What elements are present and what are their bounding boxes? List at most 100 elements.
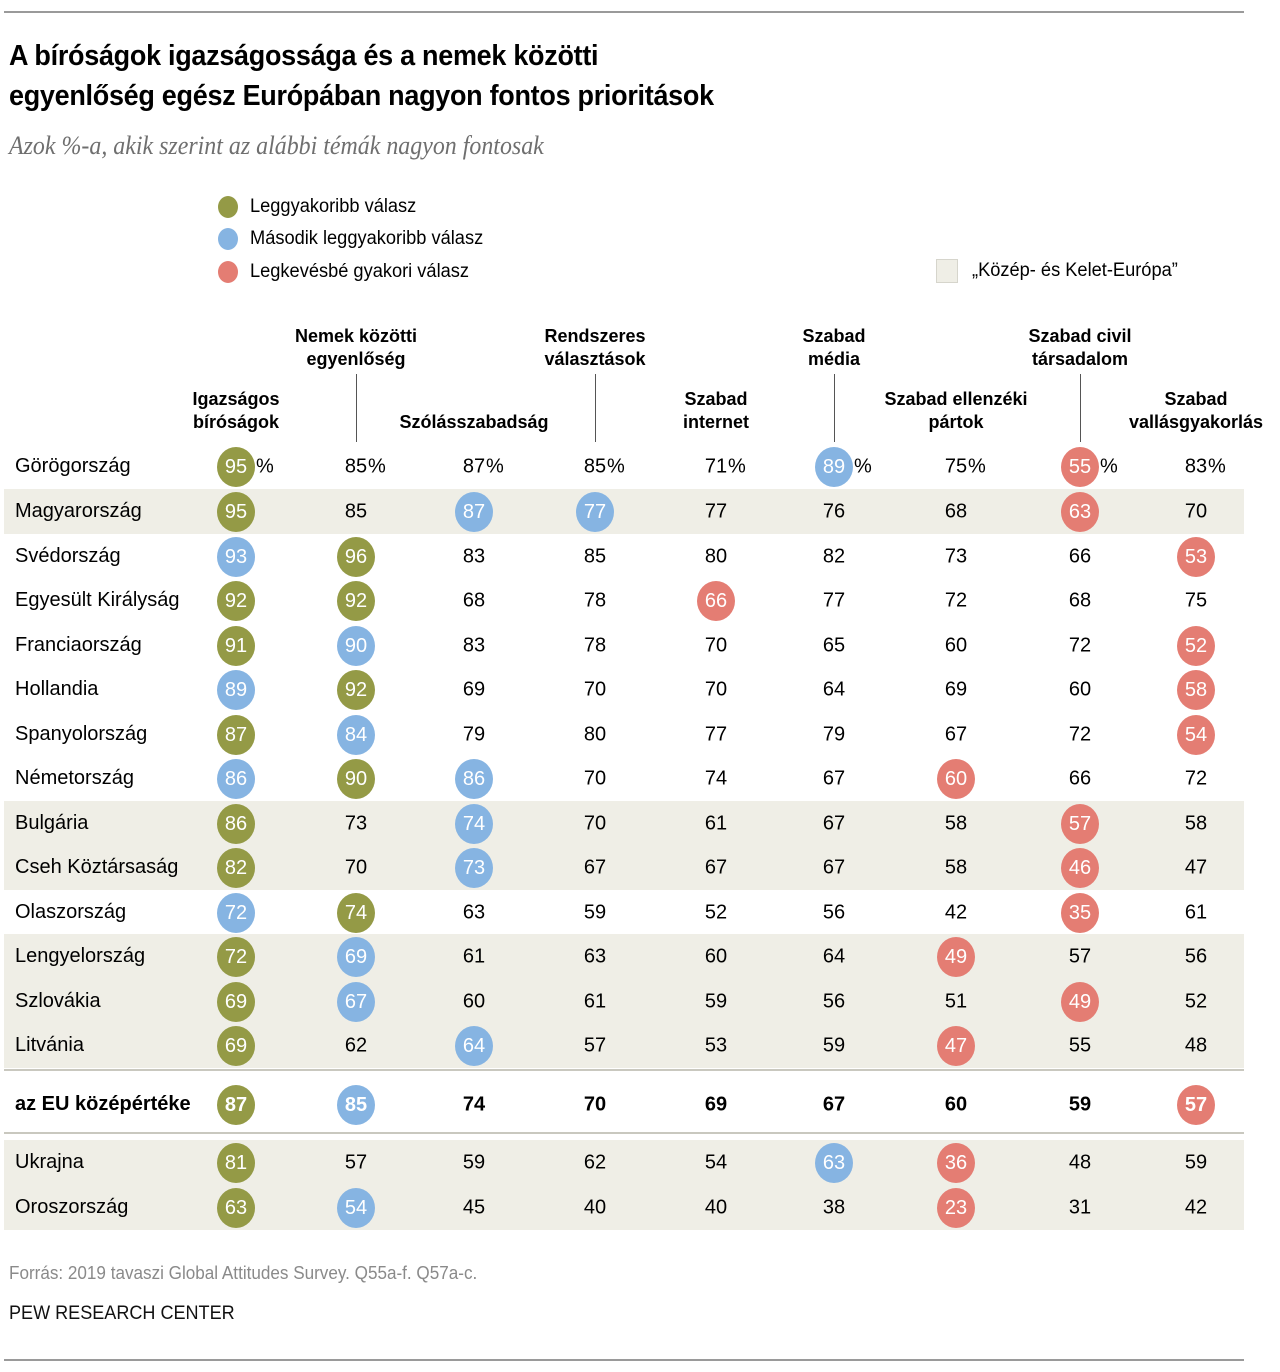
- value-dot-top: 63: [217, 1187, 255, 1228]
- column-header-line: Szólásszabadság: [399, 412, 549, 432]
- value-text: 72: [1068, 634, 1092, 656]
- value-text: 31: [1068, 1196, 1092, 1218]
- value-text: 72: [1184, 767, 1208, 789]
- value-text: 56: [822, 901, 846, 923]
- value-dot-least: 54: [1177, 714, 1215, 755]
- legend-label-least: Legkevésbé gyakori válasz: [250, 261, 470, 282]
- value-text: 70: [583, 767, 607, 789]
- column-leader-line: [1080, 374, 1081, 442]
- value-text: 68: [1068, 589, 1092, 611]
- percent-sign: %: [854, 455, 872, 477]
- column-header-line: társadalom: [1031, 349, 1129, 369]
- column-header: Szabad internet: [683, 388, 749, 434]
- value-dot-top: 87: [217, 1084, 255, 1125]
- value-text: 59: [1184, 1151, 1208, 1173]
- value-dot-second: 84: [337, 714, 375, 755]
- value-text: 42: [1184, 1196, 1208, 1218]
- value-dot-top: 96: [337, 536, 375, 577]
- table-row: Lengyelország 72 69 61 63 60 64 49 57 56: [4, 934, 1244, 979]
- value-dot-top: 87: [217, 714, 255, 755]
- value-dot-second: 69: [337, 936, 375, 977]
- column-header: Szabad média: [802, 325, 865, 371]
- value-dot-least: 35: [1061, 892, 1099, 933]
- value-text: 85: [344, 455, 368, 477]
- value-text: 52: [704, 901, 728, 923]
- value-text: 58: [944, 812, 968, 834]
- value-text: 67: [944, 723, 968, 745]
- value-text: 59: [462, 1151, 486, 1173]
- value-dot-least: 49: [937, 936, 975, 977]
- country-label: Litvánia: [15, 1034, 84, 1056]
- value-text: 67: [822, 856, 846, 878]
- value-text: 87: [462, 455, 486, 477]
- table-row: Egyesült Királyság 92 92 68 78 66 77 72 68 75: [4, 578, 1244, 623]
- value-text: 74: [462, 1093, 486, 1115]
- value-text: 70: [704, 634, 728, 656]
- value-text: 78: [583, 589, 607, 611]
- value-text: 59: [1068, 1093, 1092, 1115]
- value-text: 40: [583, 1196, 607, 1218]
- value-text: 64: [822, 945, 846, 967]
- value-text: 56: [822, 990, 846, 1012]
- table-row: Litvánia 69 62 64 57 53 59 47 55 48: [4, 1023, 1244, 1068]
- value-dot-second: 85: [337, 1084, 375, 1125]
- value-dot-least: 49: [1061, 981, 1099, 1022]
- value-dot-least: 47: [937, 1025, 975, 1066]
- value-dot-top: 91: [217, 625, 255, 666]
- legend-dot-top-icon: [218, 196, 238, 218]
- value-dot-top: 90: [337, 758, 375, 799]
- value-dot-top: 92: [337, 669, 375, 710]
- value-text: 62: [344, 1034, 368, 1056]
- table-row: Németország 86 90 86 70 74 67 60 66 72: [4, 756, 1244, 801]
- title-line-2: egyenlőség egész Európában nagyon fontos…: [9, 80, 714, 112]
- column-header-line: média: [807, 349, 861, 369]
- value-text: 80: [704, 545, 728, 567]
- column-header-line: választások: [544, 349, 646, 369]
- legend-dot-least-icon: [218, 261, 238, 283]
- country-label: Szlovákia: [15, 990, 101, 1012]
- table-row: Svédország 93 96 83 85 80 82 73 66 53: [4, 534, 1244, 579]
- value-text: 70: [583, 678, 607, 700]
- value-text: 47: [1184, 856, 1208, 878]
- country-label: Cseh Köztársaság: [15, 856, 179, 878]
- value-dot-top: 69: [217, 1025, 255, 1066]
- value-dot-top: 92: [337, 580, 375, 621]
- value-text: 57: [1068, 945, 1092, 967]
- value-text: 54: [704, 1151, 728, 1173]
- value-dot-top: 69: [217, 981, 255, 1022]
- percent-sign: %: [1208, 455, 1226, 477]
- value-text: 72: [1068, 723, 1092, 745]
- value-dot-least: 58: [1177, 669, 1215, 710]
- percent-sign: %: [968, 455, 986, 477]
- column-header-line: bíróságok: [192, 412, 280, 432]
- value-dot-least: 36: [937, 1142, 975, 1183]
- column-header-line: Szabad: [1164, 389, 1228, 409]
- value-text: 60: [944, 1093, 968, 1115]
- column-header-line: vallásgyakorlás: [1128, 412, 1264, 432]
- value-text: 61: [1184, 901, 1208, 923]
- country-label: Franciaország: [15, 634, 142, 656]
- country-label: az EU középértéke: [15, 1093, 191, 1115]
- percent-sign: %: [256, 455, 274, 477]
- country-label: Görögország: [15, 455, 131, 477]
- legend-item-least: Legkevésbé gyakori válasz: [218, 259, 478, 285]
- value-text: 73: [344, 812, 368, 834]
- value-dot-least: 46: [1061, 847, 1099, 888]
- value-text: 82: [822, 545, 846, 567]
- value-text: 56: [1184, 945, 1208, 967]
- country-label: Hollandia: [15, 678, 99, 700]
- column-header-line: Szabad ellenzéki: [884, 389, 1028, 409]
- country-label: Bulgária: [15, 812, 89, 834]
- value-text: 59: [583, 901, 607, 923]
- value-dot-second: 86: [217, 758, 255, 799]
- column-header-line: Igazságos: [192, 389, 280, 409]
- country-label: Magyarország: [15, 500, 142, 522]
- column-leader-line: [834, 374, 835, 442]
- value-dot-second: 64: [455, 1025, 493, 1066]
- value-text: 69: [944, 678, 968, 700]
- value-text: 48: [1184, 1034, 1208, 1056]
- value-text: 66: [1068, 767, 1092, 789]
- value-dot-least: 52: [1177, 625, 1215, 666]
- value-text: 42: [944, 901, 968, 923]
- value-text: 60: [944, 634, 968, 656]
